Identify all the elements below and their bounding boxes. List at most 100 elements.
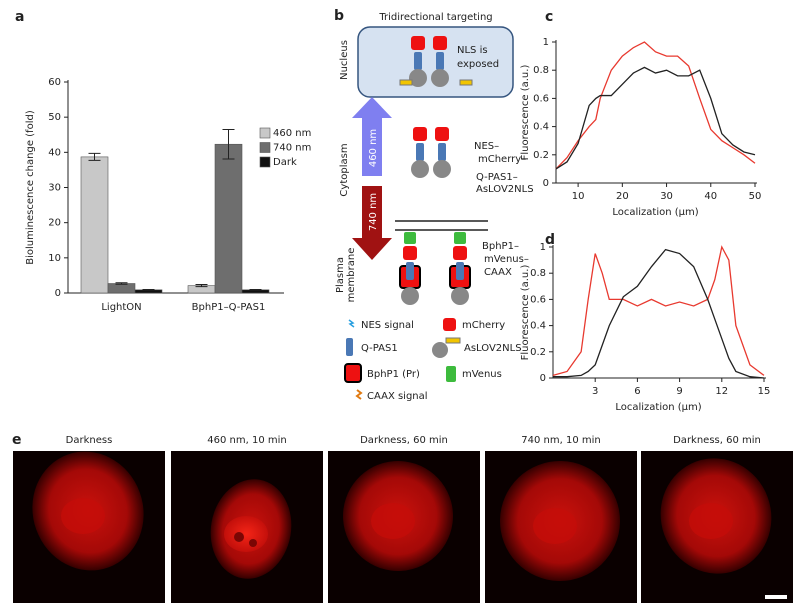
image-label: Darkness, 60 min [360,435,448,446]
nucleolus [249,539,257,547]
y-tick-label: 1 [540,242,546,253]
icon [344,363,362,383]
icon [355,389,363,400]
x-axis-label: Localization (μm) [612,207,698,218]
y-tick-label: 0.4 [530,321,546,332]
panel-label: c [545,9,553,25]
x-tick-label: 20 [616,191,629,202]
legend-label: NES signal [361,320,414,331]
icon [348,319,355,328]
line [555,66,756,170]
x-tick-label: BphP1–Q-PAS1 [192,302,266,313]
compartment-label: Plasma [335,257,346,293]
y-axis-label: Fluorescence (a.u.) [520,265,531,361]
diagram: b Tridirectional targeting Nucleus Cytop… [334,8,534,402]
error-bar [249,288,262,291]
construct-label: CAAX [484,267,512,278]
cell-nucleus [224,516,268,552]
x-tick-label: LightON [101,302,141,313]
legend-label: 460 nm [273,128,311,139]
note: exposed [457,59,499,70]
y-tick-label: 0.4 [533,122,549,133]
legend-label: mVenus [462,369,502,380]
x-tick-label: 12 [715,386,728,397]
image-label: Darkness [66,435,113,446]
compartment-label: Cytoplasm [339,143,350,196]
glyph [411,160,429,178]
arrow [352,97,392,176]
glyph [414,52,422,70]
glyph [453,246,467,260]
y-tick-label: 0.2 [530,347,546,358]
micrograph: Darkness, 60 min [641,435,793,603]
panel-label: d [545,232,555,248]
construct-label: mCherry– [478,154,526,165]
glyph [438,143,446,161]
x-axis-label: Localization (μm) [615,402,701,413]
legend-label: Dark [273,157,297,168]
image-label: 740 nm, 10 min [521,435,600,446]
arrow-label: 460 nm [368,129,379,167]
nucleolus [234,532,244,542]
legend-label: CAAX signal [367,391,428,402]
construct-label: Q-PAS1– [476,172,518,183]
glyph [404,232,416,244]
legend-swatch [259,142,271,153]
error-bar [222,128,235,160]
glyph [403,246,417,260]
icon [346,338,353,356]
y-tick-label: 0 [543,178,549,189]
error-bar [249,288,262,291]
scale-bar [765,595,787,599]
line [552,245,765,377]
icon [443,318,456,331]
construct-label: NES– [474,141,499,152]
glyph [409,69,427,87]
y-tick-label: 20 [48,218,61,229]
glyph [399,79,413,86]
arrow [352,186,392,260]
y-tick-label: 0.2 [533,150,549,161]
x-tick-label: 50 [749,191,762,202]
construct-label: AsLOV2NLS [476,184,534,195]
glyph [435,127,449,141]
y-tick-label: 10 [48,253,61,264]
axis [555,40,757,184]
legend-swatch [259,127,271,139]
arrow-label: 740 nm [368,193,379,231]
glyph [459,79,473,86]
compartment-label: membrane [346,248,357,303]
icon [445,337,461,344]
y-tick-label: 60 [48,77,61,88]
micrograph: Darkness, 60 min [328,435,480,603]
glyph [436,52,444,70]
micrograph: 740 nm, 10 min [485,435,637,603]
glyph [451,287,469,305]
icon [446,366,456,382]
error-bar [142,288,155,291]
error-bar [142,288,155,291]
bar [80,156,109,294]
panel-label: e [12,432,22,448]
micrograph: Darkness [13,435,165,603]
y-tick-label: 50 [48,112,61,123]
nucleus [357,26,514,98]
diagram-title: Tridirectional targeting [378,12,492,23]
panel-label: a [15,9,24,25]
y-tick-label: 30 [48,183,61,194]
legend-swatch [259,156,271,168]
y-axis-label: Bioluminescence change (fold) [25,110,36,265]
glyph [401,287,419,305]
error-bar [88,152,101,161]
image-label: 460 nm, 10 min [207,435,286,446]
x-tick-label: 40 [704,191,717,202]
glyph [456,262,464,280]
error-bar [195,284,208,288]
legend-label: 740 nm [273,143,311,154]
x-tick-label: 9 [676,386,682,397]
cell-nucleus [533,508,577,544]
line [553,248,765,379]
y-tick-label: 0 [540,373,546,384]
glyph [433,36,447,50]
note: NLS is [457,45,488,56]
